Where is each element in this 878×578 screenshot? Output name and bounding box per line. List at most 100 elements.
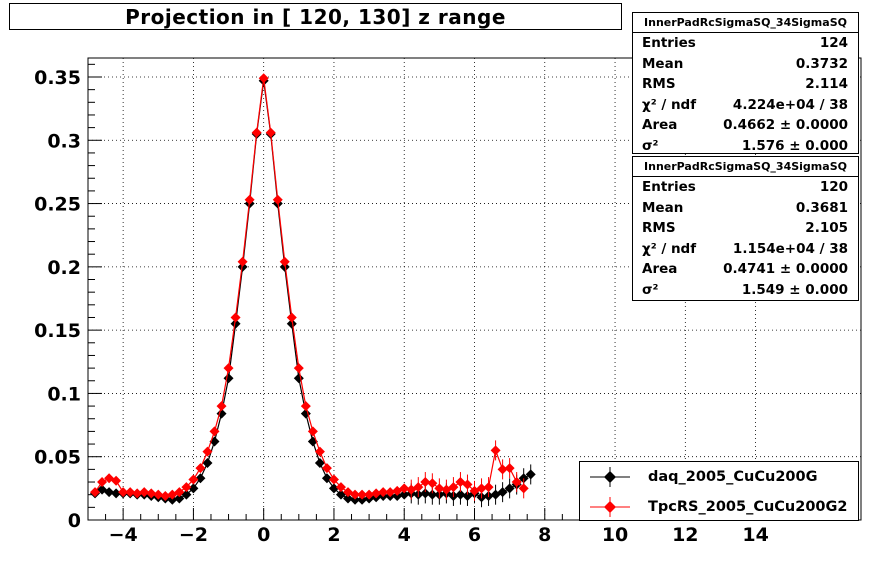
- data-point: [279, 261, 290, 272]
- x-tick-label: −4: [109, 524, 138, 546]
- data-point: [118, 487, 129, 498]
- chart-title-box: Projection in [ 120, 130] z range: [9, 3, 622, 30]
- data-point: [111, 488, 122, 499]
- data-point: [490, 445, 501, 456]
- data-point: [174, 493, 185, 504]
- data-point: [188, 474, 199, 485]
- data-point: [195, 473, 206, 484]
- data-point: [139, 487, 150, 498]
- legend: daq_2005_CuCu200G TpcRS_2005_CuCu200G2: [579, 461, 859, 521]
- data-point: [237, 261, 248, 272]
- data-point: [427, 489, 438, 500]
- data-point: [427, 478, 438, 489]
- data-point: [335, 482, 346, 493]
- data-point: [399, 489, 410, 500]
- data-point: [146, 488, 157, 499]
- stats-row: σ² 1.549 ± 0.000: [642, 281, 848, 298]
- data-point: [413, 482, 424, 493]
- legend-label: TpcRS_2005_CuCu200G2: [648, 499, 848, 515]
- stats-box-name: InnerPadRcSigmaSQ_34SigmaSQ: [633, 13, 858, 33]
- y-tick-label: 0: [68, 510, 81, 532]
- data-point: [504, 463, 515, 474]
- data-point: [300, 401, 311, 412]
- data-point: [434, 483, 445, 494]
- data-point: [483, 482, 494, 493]
- data-point: [272, 194, 283, 205]
- legend-entry-tpcrs: TpcRS_2005_CuCu200G2: [580, 492, 858, 522]
- x-tick-label: 8: [538, 524, 551, 546]
- stats-row: Mean 0.3732: [642, 55, 848, 72]
- data-point: [504, 483, 515, 494]
- x-tick-label: 2: [327, 524, 340, 546]
- data-point: [328, 483, 339, 494]
- y-tick-label: 0.15: [34, 320, 81, 342]
- data-point: [153, 489, 164, 500]
- data-point: [181, 482, 192, 493]
- data-point: [399, 483, 410, 494]
- diamond-marker-icon: [590, 497, 630, 517]
- stats-row: σ² 1.576 ± 0.000: [642, 137, 848, 154]
- stats-row: χ² / ndf 1.154e+04 / 38: [642, 240, 848, 257]
- data-point: [202, 446, 213, 457]
- y-tick-label: 0.2: [47, 257, 81, 279]
- data-point: [448, 482, 459, 493]
- data-point: [111, 475, 122, 486]
- x-tick-label: 0: [257, 524, 270, 546]
- data-point: [350, 489, 361, 500]
- data-point: [476, 483, 487, 494]
- data-point: [279, 256, 290, 267]
- series-1: [90, 73, 529, 501]
- data-point: [286, 312, 297, 323]
- data-point: [216, 401, 227, 412]
- series-layer: [90, 73, 536, 508]
- stats-box-name: InnerPadRcSigmaSQ_34SigmaSQ: [633, 157, 858, 177]
- data-point: [321, 473, 332, 484]
- data-point: [518, 473, 529, 484]
- chart-title: Projection in [ 120, 130] z range: [125, 4, 506, 29]
- x-tick-label: 6: [468, 524, 481, 546]
- x-tick-label: 10: [602, 524, 628, 546]
- stats-row: Area 0.4741 ± 0.0000: [642, 261, 848, 277]
- data-point: [230, 318, 241, 329]
- legend-label: daq_2005_CuCu200G: [648, 469, 818, 485]
- tick-labels: −4 −2 0 2 4 6 8 10 12 14 0 0.05 0.1 0.15 0.2 0.25 0.3 0.3…: [34, 67, 769, 546]
- data-point: [104, 487, 115, 498]
- data-point: [385, 487, 396, 498]
- data-point: [455, 489, 466, 500]
- stats-row: Entries 124: [642, 35, 848, 51]
- stats-box-daq: InnerPadRcSigmaSQ_34SigmaSQ Entries 124 M…: [632, 12, 859, 154]
- y-tick-label: 0.05: [34, 447, 81, 469]
- data-point: [265, 127, 276, 138]
- data-point: [90, 487, 101, 498]
- data-point: [195, 463, 206, 474]
- x-tick-label: 4: [398, 524, 411, 546]
- data-point: [420, 477, 431, 488]
- stats-row: χ² / ndf 4.224e+04 / 38: [642, 96, 848, 113]
- y-tick-label: 0.3: [47, 130, 81, 152]
- data-point: [364, 489, 375, 500]
- data-point: [392, 490, 403, 501]
- data-point: [328, 474, 339, 485]
- data-point: [497, 487, 508, 498]
- y-tick-label: 0.1: [47, 383, 81, 405]
- data-point: [132, 488, 143, 499]
- stats-box-tpcrs: InnerPadRcSigmaSQ_34SigmaSQ Entries 120 M…: [632, 156, 859, 301]
- data-point: [314, 446, 325, 457]
- stats-row: RMS 2.114: [642, 76, 848, 92]
- data-point: [230, 312, 241, 323]
- data-point: [251, 127, 262, 138]
- data-point: [462, 479, 473, 490]
- data-point: [125, 487, 136, 498]
- stats-row: Entries 120: [642, 179, 848, 195]
- data-point: [167, 494, 178, 505]
- data-point: [244, 194, 255, 205]
- data-point: [357, 494, 368, 505]
- data-point: [314, 458, 325, 469]
- data-point: [511, 477, 522, 488]
- legend-entry-daq: daq_2005_CuCu200G: [580, 462, 858, 492]
- stats-row: Area 0.4662 ± 0.0000: [642, 117, 848, 133]
- data-point: [174, 487, 185, 498]
- data-point: [237, 256, 248, 267]
- data-point: [378, 487, 389, 498]
- x-tick-label: 14: [742, 524, 768, 546]
